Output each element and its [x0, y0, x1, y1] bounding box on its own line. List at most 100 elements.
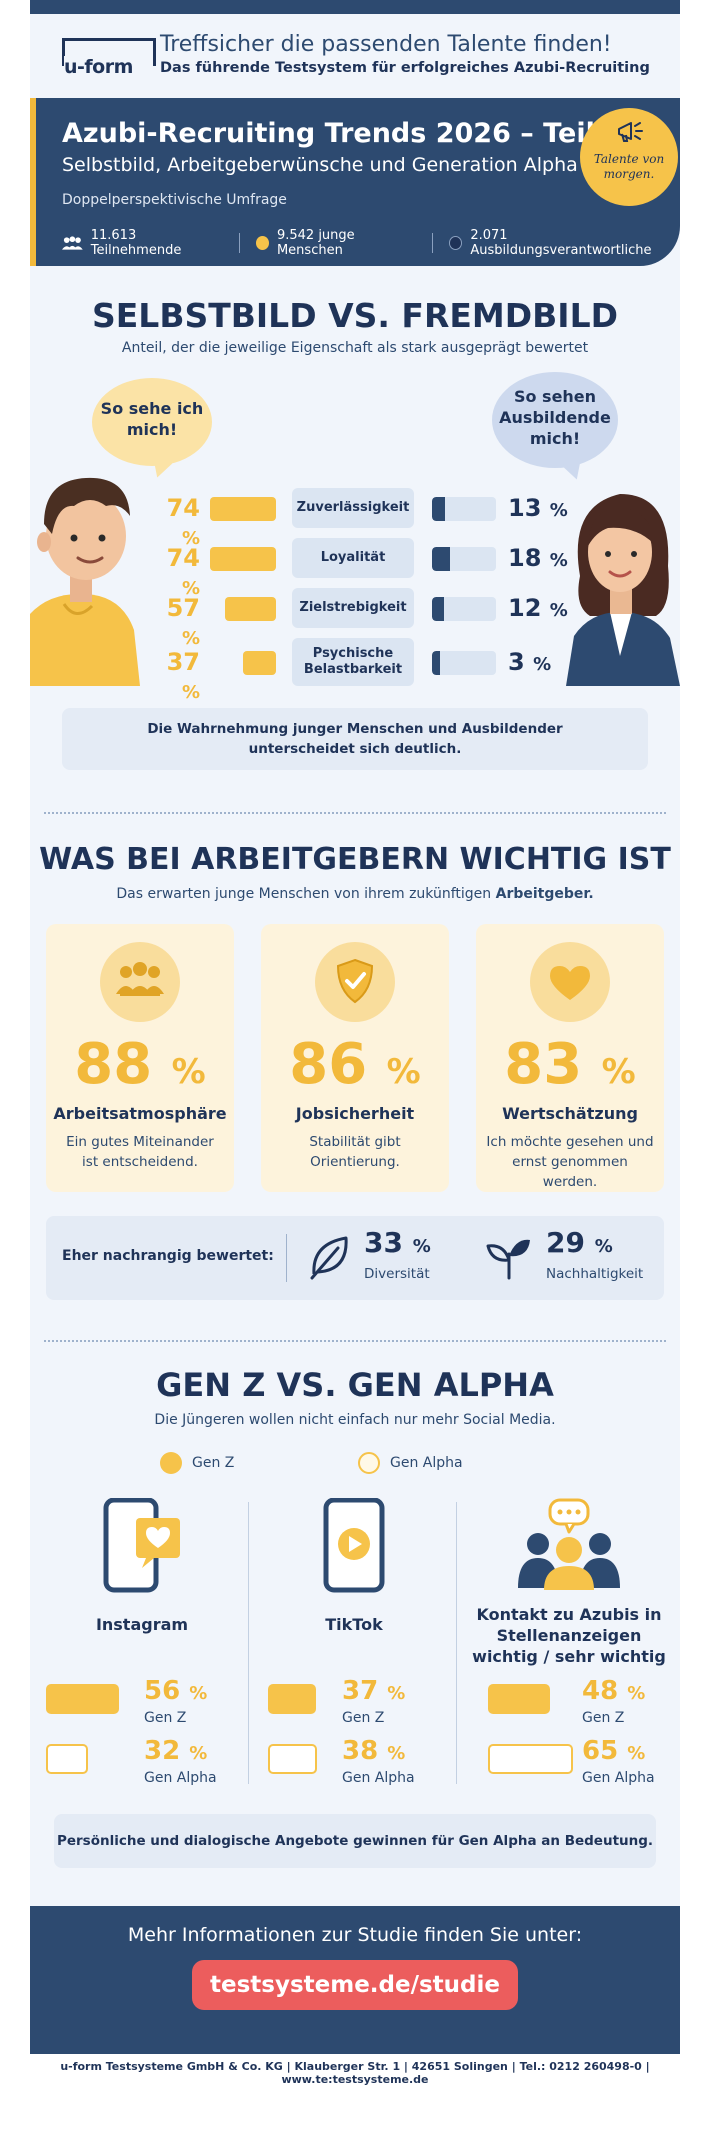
legend-label: Gen Alpha [390, 1455, 463, 1471]
lower-percent: 33 % [364, 1226, 431, 1259]
stats-divider [432, 233, 434, 253]
card-percent: 86 % [289, 1032, 421, 1097]
self-bar [225, 597, 276, 621]
gen-z-label: Gen Z [144, 1710, 187, 1726]
badge-text: Talente von morgen. [593, 152, 665, 181]
card-percent: 88 % [74, 1032, 206, 1097]
gen-alpha-percent: 38 % [342, 1736, 406, 1766]
gen-z-percent: 37 % [342, 1676, 406, 1706]
trainer-percent: 3 % [508, 648, 552, 676]
platform-column: Instagram 56 % Gen Z 32 % Gen Alpha [42, 1498, 242, 1788]
section-title-generations: GEN Z VS. GEN ALPHA [156, 1366, 554, 1404]
imprint: u-form Testsysteme GmbH & Co. KG | Klaub… [30, 2054, 680, 2130]
self-percent: 57 % [166, 594, 200, 649]
gen-alpha-label: Gen Alpha [582, 1770, 655, 1786]
card-icon-circle [100, 942, 180, 1022]
stats-divider [238, 233, 240, 253]
header-title: Treffsicher die passenden Talente finden… [160, 32, 612, 57]
generation-note: Persönliche und dialogische Angebote gew… [54, 1814, 656, 1868]
trait-label: Psychische Belastbarkeit [292, 638, 414, 686]
banner-accent [30, 98, 36, 266]
trainer-bar-track [432, 597, 496, 621]
section-title-self-image: SELBSTBILD VS. FREMDBILD [91, 296, 619, 335]
section-divider [44, 812, 666, 814]
leaf-icon [310, 1236, 348, 1280]
trainer-bar-track [432, 497, 496, 521]
lower-priority-box: Eher nachrangig bewertet: 33 % Diversitä… [46, 1216, 664, 1300]
self-bar [210, 497, 276, 521]
trait-label: Zuverlässigkeit [292, 488, 414, 528]
instagram-phone-icon [103, 1498, 180, 1593]
platform-column: TikTok 37 % Gen Z 38 % Gen Alpha [254, 1498, 454, 1788]
section-subtitle-generations: Die Jüngeren wollen nicht einfach nur me… [154, 1412, 556, 1428]
participant-stats: 11.613 Teilnehmende 9.542 junge Menschen… [62, 228, 680, 258]
header-subtitle: Das führende Testsystem für erfolgreiche… [160, 60, 650, 76]
employer-card: 86 % Jobsicherheit Stabilität gibt Orien… [261, 924, 449, 1192]
gen-z-label: Gen Z [582, 1710, 625, 1726]
study-link-button[interactable]: testsysteme.de/studie [192, 1960, 518, 2010]
perception-note: Die Wahrnehmung junger Menschen und Ausb… [62, 708, 648, 770]
column-title: Kontakt zu Azubis in Stellenanzeigen wic… [472, 1605, 666, 1666]
legend-label: Gen Z [192, 1455, 235, 1471]
trainer-bar-track [432, 547, 496, 571]
self-percent: 37 % [166, 648, 200, 703]
imprint-text: u-form Testsysteme GmbH & Co. KG | Klaub… [60, 2060, 650, 2086]
employer-card: 83 % Wertschätzung Ich möchte gesehen un… [476, 924, 664, 1192]
gen-z-bar [488, 1684, 550, 1714]
lower-name: Nachhaltigkeit [546, 1266, 644, 1282]
gen-z-bar [268, 1684, 316, 1714]
trait-label: Zielstrebigkeit [292, 588, 414, 628]
trainer-illustration [566, 494, 680, 686]
self-percent: 74 % [166, 544, 200, 599]
infographic-page: u-form Treffsicher die passenden Talente… [30, 0, 680, 2130]
trainer-percent: 18 % [508, 544, 568, 572]
banner-title: Azubi-Recruiting Trends 2026 – Teil 2 [62, 118, 624, 149]
card-description: Stabilität gibt Orientierung. [309, 1134, 401, 1170]
self-percent: 74 % [166, 494, 200, 549]
trainer-bar [432, 651, 440, 675]
self-bar-track [210, 651, 276, 675]
banner-subtitle: Selbstbild, Arbeitgeberwünsche und Gener… [62, 154, 578, 176]
gen-z-percent: 48 % [582, 1676, 646, 1706]
heart-icon [550, 966, 590, 1000]
column-divider [248, 1502, 249, 1784]
comparison-row: 37 % Psychische Belastbarkeit 3 % [30, 638, 680, 703]
shield-icon [336, 958, 374, 1004]
legend-gen-z: Gen Z [160, 1452, 234, 1474]
survey-type: Doppelperspektivische Umfrage [62, 192, 287, 208]
comparison-row: 74 % Zuverlässigkeit 13 % [30, 488, 680, 549]
footer-text: Mehr Informationen zur Studie finden Sie… [127, 1924, 583, 1946]
card-title: Wertschätzung [502, 1104, 638, 1123]
young-person-illustration [30, 477, 140, 686]
trainer-count: 2.071 Ausbildungsverantwortliche [470, 228, 652, 258]
gen-alpha-bar [46, 1744, 88, 1774]
card-percent: 83 % [504, 1032, 636, 1097]
gen-alpha-swatch-icon [358, 1452, 380, 1474]
gen-z-label: Gen Z [342, 1710, 385, 1726]
trainer-bar-track [432, 651, 496, 675]
section-subtitle-employer: Das erwarten junge Menschen von ihrem zu… [116, 886, 594, 902]
sprout-icon [486, 1239, 530, 1280]
people-icon [62, 236, 83, 250]
trainer-percent: 13 % [508, 494, 568, 522]
trainer-dot-icon [449, 236, 463, 250]
self-bar-track [210, 497, 276, 521]
tiktok-phone-icon [323, 1498, 385, 1593]
u-form-logo: u-form [62, 38, 156, 78]
platform-column: Kontakt zu Azubis in Stellenanzeigen wic… [464, 1498, 674, 1788]
gen-z-swatch-icon [160, 1452, 182, 1474]
lower-divider [286, 1234, 287, 1282]
trainer-bar [432, 497, 445, 521]
lower-percent: 29 % [546, 1226, 613, 1259]
card-description: Ein gutes Miteinander ist entscheidend. [66, 1134, 214, 1170]
gen-alpha-percent: 65 % [582, 1736, 646, 1766]
self-bar [210, 547, 276, 571]
speech-bubble-self: So sehe ich mich! [92, 378, 212, 466]
gen-z-percent: 56 % [144, 1676, 208, 1706]
trait-label: Loyalität [292, 538, 414, 578]
logo-frame [62, 38, 156, 66]
section-divider [44, 1340, 666, 1342]
card-title: Jobsicherheit [295, 1104, 415, 1123]
gen-alpha-label: Gen Alpha [342, 1770, 415, 1786]
young-count: 9.542 junge Menschen [276, 228, 355, 258]
